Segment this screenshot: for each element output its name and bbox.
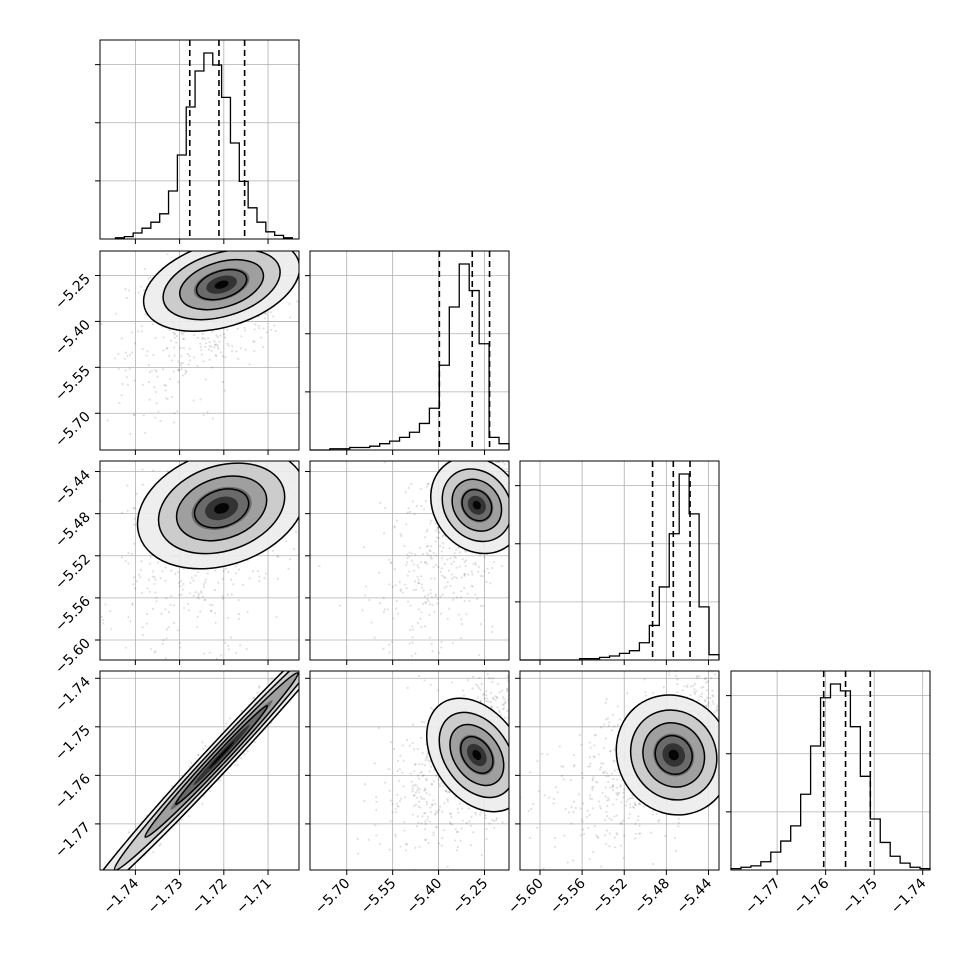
x-tick-label: −1.74	[101, 875, 143, 917]
x-tick-label: −1.73	[145, 876, 187, 918]
y-tick-label: −5.70	[52, 409, 94, 451]
joint-panel-p0-p2: −5.60−5.56−5.52−5.48−5.44	[52, 460, 300, 678]
histogram-p0	[95, 39, 300, 240]
x-tick-label: −1.71	[233, 876, 275, 918]
x-tick-label: −5.70	[312, 876, 354, 918]
y-tick-label: −5.25	[52, 271, 94, 313]
y-tick-label: −5.55	[52, 363, 94, 405]
x-tick-label: −5.56	[547, 875, 589, 917]
y-tick-label: −1.75	[52, 722, 94, 764]
histogram-step-p0	[114, 52, 294, 239]
contour-line	[461, 488, 493, 522]
x-tick-label: −1.76	[791, 875, 833, 917]
histogram-step-p2	[520, 473, 720, 661]
contour-line	[162, 251, 281, 321]
contour-line	[449, 723, 505, 787]
joint-panel-p1-p3	[305, 670, 510, 875]
joint-panel-p0-p1: −5.70−5.55−5.40−5.25	[52, 250, 300, 455]
histogram-p1	[305, 250, 510, 451]
y-tick-label: −5.60	[52, 636, 94, 678]
contour-line	[459, 735, 494, 774]
y-tick-label: −5.44	[52, 467, 94, 509]
histogram-frame-p1	[309, 250, 510, 451]
contour-line	[195, 268, 248, 301]
x-tick-label: −5.44	[674, 875, 716, 917]
joint-panel-p0-p3: −1.77 −1.76 −1.75 −1.74	[52, 670, 300, 875]
contour-line	[179, 258, 265, 311]
x-tick-label: −1.72	[189, 876, 231, 918]
contour-line	[175, 475, 268, 542]
contour-line	[425, 697, 509, 813]
x-tick-label: −5.52	[589, 876, 631, 918]
contour-line	[136, 461, 299, 570]
contour-line	[193, 488, 250, 529]
histogram-step-p3	[730, 683, 931, 870]
contour-line	[100, 671, 299, 870]
x-tick-label: −1.77	[742, 876, 784, 918]
joint-frame	[99, 460, 300, 661]
contour-line	[438, 711, 509, 799]
joint-frame	[99, 670, 300, 871]
y-tick-label: −1.76	[52, 771, 94, 813]
joint-panel-p2-p3	[515, 670, 720, 875]
y-tick-label: −5.52	[52, 551, 94, 593]
contour-line	[654, 734, 693, 775]
y-tick-label: −1.74	[52, 674, 94, 716]
histogram-step-p1	[310, 263, 510, 451]
joint-frame	[99, 250, 300, 451]
x-tick-label: −1.75	[839, 876, 881, 918]
contour-line	[642, 722, 706, 788]
histogram-frame-p2	[519, 460, 720, 661]
histogram-frame-p3	[730, 670, 931, 871]
joint-frame	[519, 670, 720, 871]
x-tick-label: −5.60	[505, 876, 547, 918]
contour-line	[174, 704, 269, 806]
joint-frame	[309, 670, 510, 871]
scatter-points	[100, 251, 299, 436]
histogram-frame-p0	[99, 39, 300, 240]
contour-line	[451, 478, 503, 532]
y-tick-label: −1.77	[52, 819, 94, 861]
contour-line	[429, 461, 509, 555]
y-tick-label: −5.48	[52, 509, 94, 551]
contour-line	[157, 462, 286, 555]
x-tick-label: −5.25	[450, 876, 492, 918]
histogram-p2	[515, 460, 720, 661]
contour-line	[629, 709, 718, 801]
y-tick-label: −5.40	[52, 317, 94, 359]
x-tick-label: −5.40	[404, 876, 446, 918]
joint-panel-p1-p2	[305, 460, 510, 665]
joint-frame	[309, 460, 510, 661]
contour-line	[615, 694, 719, 816]
x-tick-label: −5.48	[632, 876, 674, 918]
x-tick-label: −1.74	[888, 875, 930, 917]
x-tick-label: −5.55	[358, 876, 400, 918]
contour-line	[441, 468, 509, 543]
histogram-p3	[726, 670, 931, 871]
y-tick-label: −5.56	[52, 593, 94, 635]
contour-line	[144, 671, 299, 838]
